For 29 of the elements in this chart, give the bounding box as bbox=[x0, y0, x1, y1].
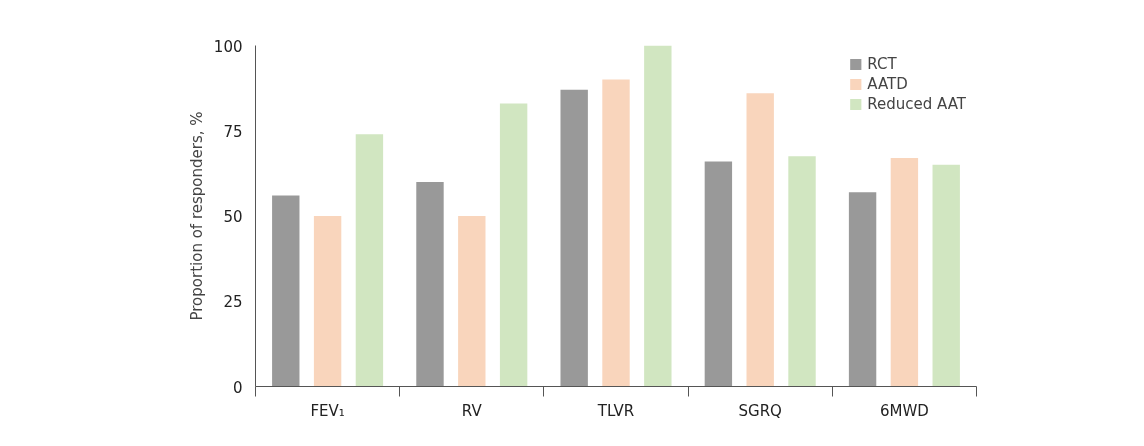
bar bbox=[458, 216, 486, 387]
x-tick-label: TLVR bbox=[596, 401, 635, 420]
legend-label: RCT bbox=[867, 55, 897, 73]
bar bbox=[890, 158, 919, 387]
y-tick-label: 100 bbox=[213, 37, 243, 56]
bar bbox=[416, 181, 444, 387]
bar bbox=[788, 156, 816, 387]
bar bbox=[355, 134, 384, 387]
x-tick-label: SGRQ bbox=[738, 401, 782, 420]
y-tick-label: 0 bbox=[232, 378, 243, 397]
y-tick-label: 50 bbox=[223, 208, 243, 226]
x-tick-label: 6MWD bbox=[879, 401, 929, 420]
y-tick-label: 75 bbox=[223, 122, 243, 141]
bar bbox=[746, 93, 774, 387]
legend-label: AATD bbox=[867, 75, 908, 93]
y-axis-title: Proportion of responders, % bbox=[187, 111, 206, 321]
y-tick-label: 25 bbox=[223, 293, 243, 312]
x-tick-label: RV bbox=[461, 401, 483, 420]
x-tick-label: FEV₁ bbox=[310, 401, 345, 420]
bar bbox=[272, 195, 300, 387]
legend-label: Reduced AAT bbox=[867, 95, 966, 113]
bar bbox=[932, 164, 960, 387]
bar bbox=[704, 161, 733, 387]
bar bbox=[602, 79, 630, 387]
bar bbox=[560, 89, 588, 387]
bar bbox=[644, 45, 672, 387]
bar bbox=[848, 192, 877, 387]
bar bbox=[499, 103, 528, 387]
bar bbox=[313, 216, 342, 387]
